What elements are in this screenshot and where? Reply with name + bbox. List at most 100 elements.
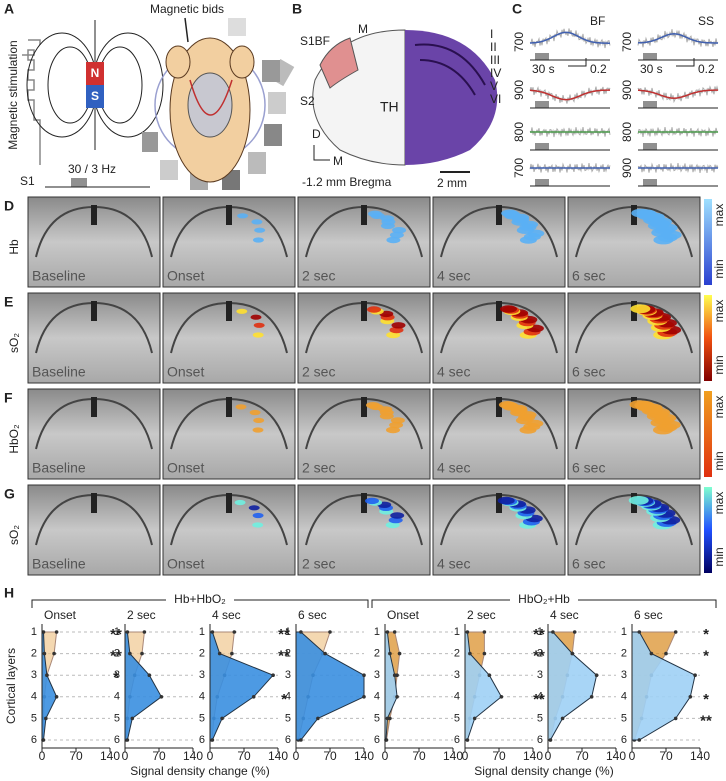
point (41, 738, 46, 742)
trace-label: 800 (512, 122, 526, 142)
y-tick-label: 2 (454, 648, 460, 660)
frame-label: 4 sec (437, 268, 470, 284)
significance: * (703, 648, 709, 665)
point (664, 651, 668, 656)
region: S1BF (300, 34, 330, 48)
x-tick-label: 140 (523, 749, 543, 763)
activation (253, 417, 265, 423)
activation (630, 304, 651, 314)
raw-trace (637, 29, 719, 48)
activation (389, 231, 404, 239)
activation (235, 404, 247, 410)
trace-label: 700 (512, 158, 526, 178)
midline (496, 301, 502, 321)
y-tick-label: 4 (285, 691, 291, 703)
point (299, 738, 303, 742)
point (465, 738, 470, 742)
x-tick-label: 0 (207, 749, 214, 763)
panel-label: G (4, 486, 15, 502)
activation (367, 306, 381, 313)
stim-marks (530, 179, 610, 187)
stim-marks (530, 101, 610, 109)
y-tick-label: 5 (374, 712, 380, 724)
activation (501, 209, 519, 218)
significance: ** (278, 648, 290, 665)
row-measure: sO₂ (7, 333, 21, 353)
stim-marks (638, 179, 718, 187)
point (323, 651, 327, 656)
y-tick-label: 3 (285, 669, 291, 681)
point (688, 695, 693, 699)
panel-b: B S1BF M S2 TH I II III IV V VI D M -1.2… (292, 1, 501, 190)
point (388, 716, 392, 721)
colorbar-min: min (712, 355, 726, 374)
y-label: Cortical layers (4, 648, 18, 724)
colorbar (704, 391, 712, 477)
y-tick-label: 2 (621, 648, 627, 660)
midline (91, 493, 97, 513)
point (589, 695, 594, 699)
point (560, 716, 565, 721)
point (217, 651, 222, 656)
y-tick-label: 6 (537, 734, 543, 746)
frame-label: Baseline (32, 460, 86, 476)
midline (361, 493, 367, 513)
activation (631, 208, 652, 218)
activation (252, 237, 264, 243)
x-tick-label: 0 (122, 749, 129, 763)
activation (386, 426, 400, 434)
y-tick-label: 1 (537, 626, 543, 638)
stim-freq: 30 / 3 Hz (68, 162, 116, 176)
trace-label: 900 (620, 80, 634, 100)
colorbar (704, 199, 712, 285)
x-tick-label: 0 (39, 749, 46, 763)
region: M (358, 22, 368, 36)
y-tick-label: 4 (31, 691, 37, 703)
y-tick-label: 3 (621, 669, 627, 681)
stim-marks (638, 143, 718, 151)
mean-trace (529, 89, 610, 101)
activation (386, 236, 401, 244)
colorbar-min: min (712, 259, 726, 278)
activation (251, 219, 263, 225)
ear (229, 45, 255, 79)
midline (226, 493, 232, 513)
layer-labels: I II III IV V VI (490, 27, 501, 106)
row-measure: sO₂ (7, 525, 21, 545)
activation (386, 331, 401, 339)
point (482, 651, 487, 656)
significance: * (703, 691, 709, 708)
chart-title: 2 sec (467, 608, 496, 622)
group-title: HbO₂+Hb (518, 592, 570, 606)
x-tick-label: 70 (237, 749, 251, 763)
point (142, 630, 147, 634)
significance: ** (110, 648, 122, 665)
y-tick-label: 1 (454, 626, 460, 638)
activation (252, 522, 264, 528)
point (232, 630, 237, 634)
point (299, 630, 303, 634)
colorbar-max: max (712, 300, 726, 323)
activation (234, 499, 246, 506)
histology-detail (414, 43, 486, 96)
stim-marks (638, 53, 718, 61)
frame-label: Onset (167, 556, 204, 572)
colorbar (704, 487, 712, 573)
colorbar-max: max (712, 492, 726, 515)
raw-trace (637, 126, 719, 137)
frame-label: 2 sec (302, 460, 335, 476)
activation (629, 400, 650, 409)
chart-title: 6 sec (634, 608, 663, 622)
x-tick-label: 70 (659, 749, 673, 763)
y-tick-label: 6 (285, 734, 291, 746)
point (328, 630, 332, 634)
point (673, 630, 678, 634)
panel-label: F (4, 390, 13, 406)
x-tick-label: 0 (545, 749, 552, 763)
panel-label: D (4, 198, 14, 214)
frame-label: 6 sec (572, 364, 605, 380)
point (673, 716, 678, 721)
point (230, 651, 234, 656)
y-tick-label: 1 (374, 626, 380, 638)
